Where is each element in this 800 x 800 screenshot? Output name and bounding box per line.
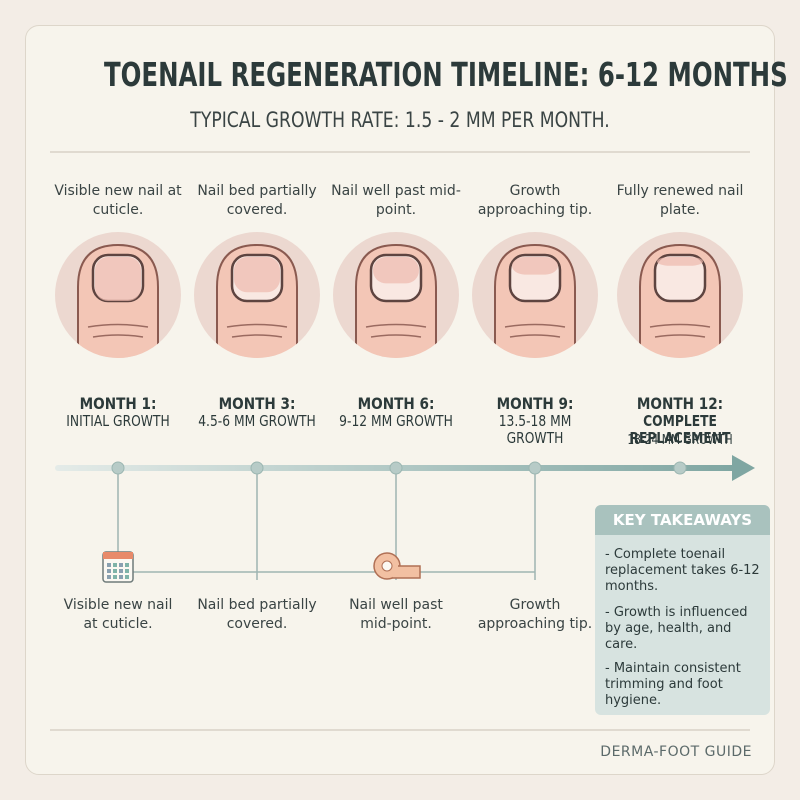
stage-growth: 4.5-6 MM GROWTH bbox=[198, 412, 316, 430]
takeaways-box: KEY TAKEAWAYS - Complete toenail replace… bbox=[595, 505, 770, 715]
calendar-cell bbox=[119, 575, 123, 579]
calendar-cell bbox=[113, 563, 117, 567]
tape-strip bbox=[392, 565, 421, 579]
timeline-dot bbox=[528, 461, 542, 475]
timeline-dot bbox=[389, 461, 403, 475]
wrinkle bbox=[504, 323, 566, 328]
finger bbox=[77, 243, 159, 358]
timeline-dot bbox=[673, 461, 687, 475]
wrinkle bbox=[509, 334, 561, 338]
timeline-dot bbox=[250, 461, 264, 475]
finger bbox=[216, 243, 298, 358]
old-nail bbox=[373, 257, 419, 284]
takeaway-item: - Complete toenail replacement takes 6-1… bbox=[605, 547, 760, 594]
calendar-cell bbox=[119, 569, 123, 573]
wrinkle bbox=[370, 334, 422, 338]
note: Visible new nail at cuticle. bbox=[63, 597, 173, 632]
calendar-cell bbox=[107, 569, 111, 573]
stage-month: MONTH 6: bbox=[357, 394, 435, 413]
timeline-arrow bbox=[732, 455, 755, 481]
wrinkle bbox=[87, 323, 149, 328]
stage-growth: 13.5-18 MM GROWTH bbox=[498, 412, 572, 447]
wrinkle bbox=[365, 323, 427, 328]
finger bbox=[355, 243, 437, 358]
stage-growth: 9-12 MM GROWTH bbox=[339, 412, 453, 430]
takeaway-item: - Maintain consistent trimming and foot … bbox=[605, 661, 741, 708]
title: TOENAIL REGENERATION TIMELINE: 6-12 MONT… bbox=[104, 55, 788, 94]
note: Nail well past mid-point. bbox=[349, 597, 443, 632]
timeline-dot bbox=[111, 461, 125, 475]
wrinkle bbox=[92, 334, 144, 338]
calendar-cell bbox=[125, 575, 129, 579]
calendar-cell bbox=[125, 569, 129, 573]
nail bbox=[653, 253, 707, 303]
calendar-cell bbox=[125, 563, 129, 567]
stage-month: MONTH 3: bbox=[218, 394, 296, 413]
old-nail bbox=[234, 257, 280, 293]
calendar-top bbox=[103, 552, 133, 559]
footer: DERMA-FOOT GUIDE bbox=[600, 744, 752, 760]
note: Nail bed partially covered. bbox=[197, 597, 317, 632]
calendar-cell bbox=[107, 575, 111, 579]
stage-month: MONTH 1: bbox=[79, 394, 157, 413]
old-nail bbox=[657, 257, 703, 266]
stage-caption: Nail bed partially covered. bbox=[197, 183, 317, 218]
calendar-cell bbox=[113, 569, 117, 573]
takeaways-title: KEY TAKEAWAYS bbox=[595, 505, 770, 535]
takeaway-item: - Growth is influenced by age, health, a… bbox=[605, 605, 748, 652]
note: Growth approaching tip. bbox=[477, 597, 593, 632]
stage-growth: INITIAL GROWTH bbox=[66, 412, 170, 430]
tape-core bbox=[381, 560, 393, 572]
stage-caption: Nail well past mid-point. bbox=[331, 183, 461, 218]
stage-caption: Visible new nail at cuticle. bbox=[54, 183, 182, 218]
calendar-cell bbox=[113, 575, 117, 579]
calendar-cell bbox=[107, 563, 111, 567]
calendar-cell bbox=[119, 563, 123, 567]
wrinkle bbox=[649, 323, 711, 328]
finger bbox=[494, 243, 576, 358]
wrinkle bbox=[226, 323, 288, 328]
stage-detail: 18-24 MM GROWTH bbox=[627, 433, 733, 448]
old-nail bbox=[512, 257, 558, 275]
finger bbox=[639, 243, 721, 358]
stage-month: MONTH 9: bbox=[496, 394, 574, 413]
stage-caption: Fully renewed nail plate. bbox=[616, 183, 744, 218]
wrinkle bbox=[231, 334, 283, 338]
stage-growth: COMPLETE REPLACEMENT bbox=[629, 412, 731, 447]
old-nail bbox=[95, 257, 141, 301]
stage-month: MONTH 12: bbox=[636, 394, 724, 413]
subtitle: TYPICAL GROWTH RATE: 1.5 - 2 MM PER MONT… bbox=[190, 108, 610, 132]
wrinkle bbox=[654, 334, 706, 338]
stage-caption: Growth approaching tip. bbox=[477, 183, 593, 218]
